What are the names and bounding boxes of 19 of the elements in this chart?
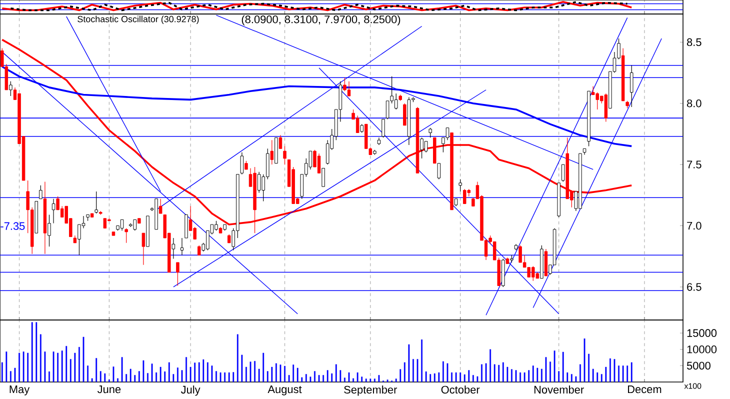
x-tick-label: May [10, 386, 30, 396]
x-tick-label: November [534, 386, 584, 394]
annotation: -7.35 [0, 222, 25, 230]
x-tick-label: September [344, 386, 398, 396]
y-tick-label: 5000 [686, 362, 710, 370]
chart-title: (8.0900, 8.3100, 7.9700, 8.2500) [242, 15, 400, 26]
y-tick-label: 15000 [687, 329, 717, 337]
y-tick-label: 7.5 [687, 160, 702, 168]
x-tick-label: October [441, 386, 480, 394]
y-tick-label: 6.5 [687, 283, 702, 291]
x-tick-label: August [268, 386, 302, 396]
y-tick-label: 8.0 [686, 99, 702, 108]
y-tick-label: 7.0 [687, 222, 702, 230]
text: Stochastic Oscillator (30.9278) [78, 16, 199, 24]
x-tick-label: June [97, 386, 121, 394]
x-tick-label: July [180, 386, 200, 396]
y-tick-label: 8.5 [686, 38, 702, 46]
y-tick-label: 10000 [687, 346, 717, 354]
x-tick-label: Decem [628, 386, 662, 394]
